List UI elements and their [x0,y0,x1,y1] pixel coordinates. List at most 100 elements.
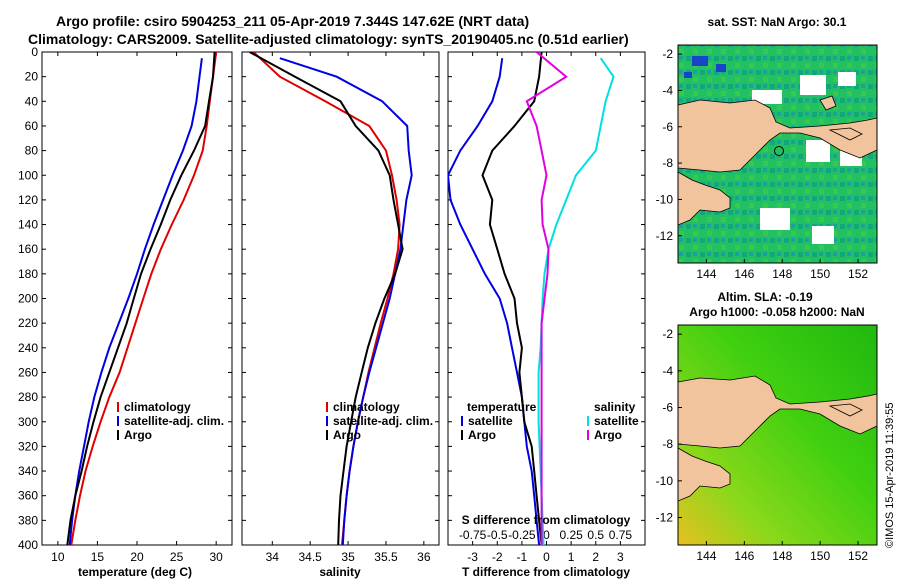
series-line-satellite-adj-clim- [68,58,203,545]
series-line-temperature-satellite [448,58,541,545]
series-line-argo [66,52,216,545]
y-tick-label: 120 [18,193,38,207]
map-x-tick-label: 150 [810,549,830,563]
t-difference-xlabel: T difference from climatology [462,565,630,579]
x-tick-label: 0 [543,550,550,564]
series-line-satellite-adj-clim- [279,57,413,545]
x2-tick-label: 0.75 [609,528,633,542]
x2-tick-label: 0.25 [559,528,583,542]
map-y-tick-label: -4 [662,364,673,378]
timestamp-stamp: ©IMOS 15-Apr-2019 11:39:55 [884,403,896,548]
series-line-salinity-satellite [537,57,615,545]
map-y-tick-label: -6 [662,120,673,134]
y-tick-label: 320 [18,439,38,453]
series-line-argo [249,52,404,545]
y-tick-label: 340 [18,464,38,478]
y-tick-label: 240 [18,341,38,355]
argo-position-marker [774,146,784,156]
y-tick-label: 100 [18,168,38,182]
x-tick-label: 10 [51,550,65,564]
s-difference-xlabel: S difference from climatology [462,513,631,527]
temperature-panel: 0 20 40 60 80 100 120 140 160 180 200 220 240 260 280 3… [18,45,233,579]
y-tick-label: 280 [18,390,38,404]
x2-tick-label: -0.5 [487,528,508,542]
title-line-1: Argo profile: csiro 5904253_211 05-Apr-2… [56,13,529,29]
sla-map-subtitle: Argo h1000: -0.058 h2000: NaN [689,305,864,319]
map-y-tick-label: -10 [656,192,674,206]
x-tick-label: 35 [341,550,355,564]
y-tick-label: 140 [18,218,38,232]
title-line-2: Climatology: CARS2009. Satellite-adjuste… [28,31,629,47]
map-y-tick-label: -8 [662,437,673,451]
map-y-tick-label: -10 [656,474,674,488]
sla-map: Altim. SLA: -0.19 Argo h1000: -0.058 h20… [656,290,878,563]
map-y-tick-label: -8 [662,156,673,170]
map-y-tick-label: -2 [662,47,673,61]
y-tick-label: 80 [25,144,39,158]
sst-map: sat. SST: NaN Argo: 30.1 144 146 148 150 152… [656,15,878,281]
x2-tick-label: -0.25 [508,528,536,542]
x-tick-label: 15 [91,550,105,564]
legend-label: Argo [124,428,152,442]
legend-label: climatology [124,400,191,414]
difference-panel: -3 -2 -1 0 1 2 3 -0.75 -0.5 -0.25 0 0.25 0.5 0.75 T d… [447,51,646,579]
map-y-tick-label: -4 [662,83,673,97]
map-y-tick-label: -12 [656,229,674,243]
y-tick-label: 60 [25,119,39,133]
legend-label: Argo [333,428,361,442]
series-line-climatology [70,52,218,545]
land-mass-sla [678,375,877,449]
sla-map-title: Altim. SLA: -0.19 [717,290,813,304]
series-line-salinity-argo [525,52,568,545]
x-tick-label: 1 [568,550,575,564]
map-x-tick-label: 152 [848,549,868,563]
series-line-temperature-argo [481,52,543,545]
legend-label: satellite [594,414,639,428]
legend-label: Argo [594,428,622,442]
x-tick-label: 2 [592,550,599,564]
temperature-axes [41,51,233,546]
y-tick-label: 360 [18,489,38,503]
map-x-tick-label: 150 [810,267,830,281]
x2-tick-label: 0.5 [587,528,604,542]
x2-tick-label: 0 [543,528,550,542]
y-tick-label: 300 [18,415,38,429]
map-x-tick-label: 144 [696,267,716,281]
y-tick-label: 400 [18,538,38,552]
legend-heading-temperature: temperature [467,400,537,414]
legend-label: satellite [468,414,513,428]
x-tick-label: 3 [617,550,624,564]
y-tick-label: 180 [18,267,38,281]
map-x-tick-label: 152 [848,267,868,281]
y-tick-label: 160 [18,242,38,256]
salinity-panel: 34 34.5 35 35.5 36 salinity climatologysatel… [241,51,440,579]
y-tick-label: 380 [18,513,38,527]
legend-label: Argo [468,428,496,442]
legend-label: satellite-adj. clim. [333,414,433,428]
x-tick-label: 25 [170,550,184,564]
legend-label: climatology [333,400,400,414]
map-y-tick-label: -6 [662,401,673,415]
map-x-tick-label: 148 [772,549,792,563]
temperature-xlabel: temperature (deg C) [78,565,192,579]
map-y-tick-label: -2 [662,327,673,341]
x-tick-label: 36 [417,550,431,564]
y-tick-label: 220 [18,316,38,330]
y-tick-label: 20 [25,70,39,84]
y-tick-label: 40 [25,94,39,108]
x-tick-label: 30 [209,550,223,564]
legend-label: satellite-adj. clim. [124,414,224,428]
salinity-xlabel: salinity [319,565,361,579]
x-tick-label: 34 [266,550,280,564]
x-tick-label: 20 [130,550,144,564]
x-tick-label: -1 [517,550,528,564]
y-tick-label: 260 [18,365,38,379]
land-mass [678,99,877,173]
x-tick-label: -3 [467,550,478,564]
map-x-tick-label: 146 [734,549,754,563]
x-tick-label: 34.5 [299,550,323,564]
sst-map-title: sat. SST: NaN Argo: 30.1 [708,15,847,29]
x-tick-label: 35.5 [374,550,398,564]
legend-heading-salinity: salinity [594,400,636,414]
y-tick-label: 200 [18,292,38,306]
